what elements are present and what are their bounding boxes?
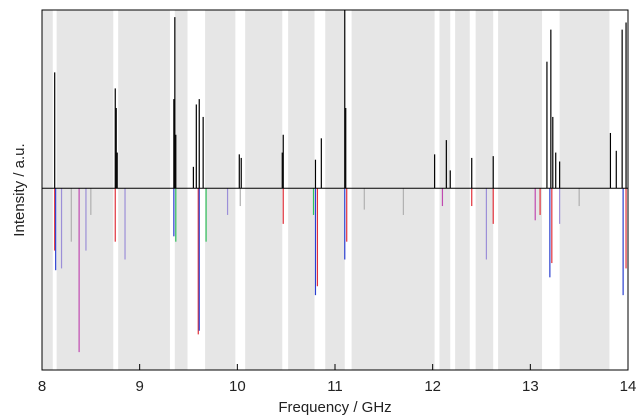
shaded-region xyxy=(559,10,610,370)
x-tick-label: 11 xyxy=(327,378,343,395)
y-axis-label: Intensity / a.u. xyxy=(11,143,28,236)
shaded-region xyxy=(205,10,236,370)
shade-layer xyxy=(42,10,610,370)
x-tick-label: 12 xyxy=(424,378,441,395)
shaded-region xyxy=(56,10,114,370)
shaded-region xyxy=(174,10,188,370)
frame-layer: 8 9 10 11 12 13 14 xyxy=(38,9,637,395)
shaded-region xyxy=(245,10,283,370)
x-tick-label: 10 xyxy=(229,378,246,395)
shaded-region xyxy=(325,10,345,370)
x-tick-label: 13 xyxy=(522,378,539,395)
x-tick-label: 8 xyxy=(38,378,46,395)
shaded-region xyxy=(439,10,451,370)
x-tick-label: 14 xyxy=(620,378,637,395)
shaded-region xyxy=(455,10,470,370)
shaded-region xyxy=(475,10,494,370)
shaded-region xyxy=(42,10,53,370)
shaded-region xyxy=(288,10,315,370)
shaded-region xyxy=(351,10,435,370)
stick-layer xyxy=(54,10,627,353)
shaded-region xyxy=(118,10,170,370)
x-tick-label: 9 xyxy=(135,378,143,395)
x-axis-label: Frequency / GHz xyxy=(278,399,391,416)
